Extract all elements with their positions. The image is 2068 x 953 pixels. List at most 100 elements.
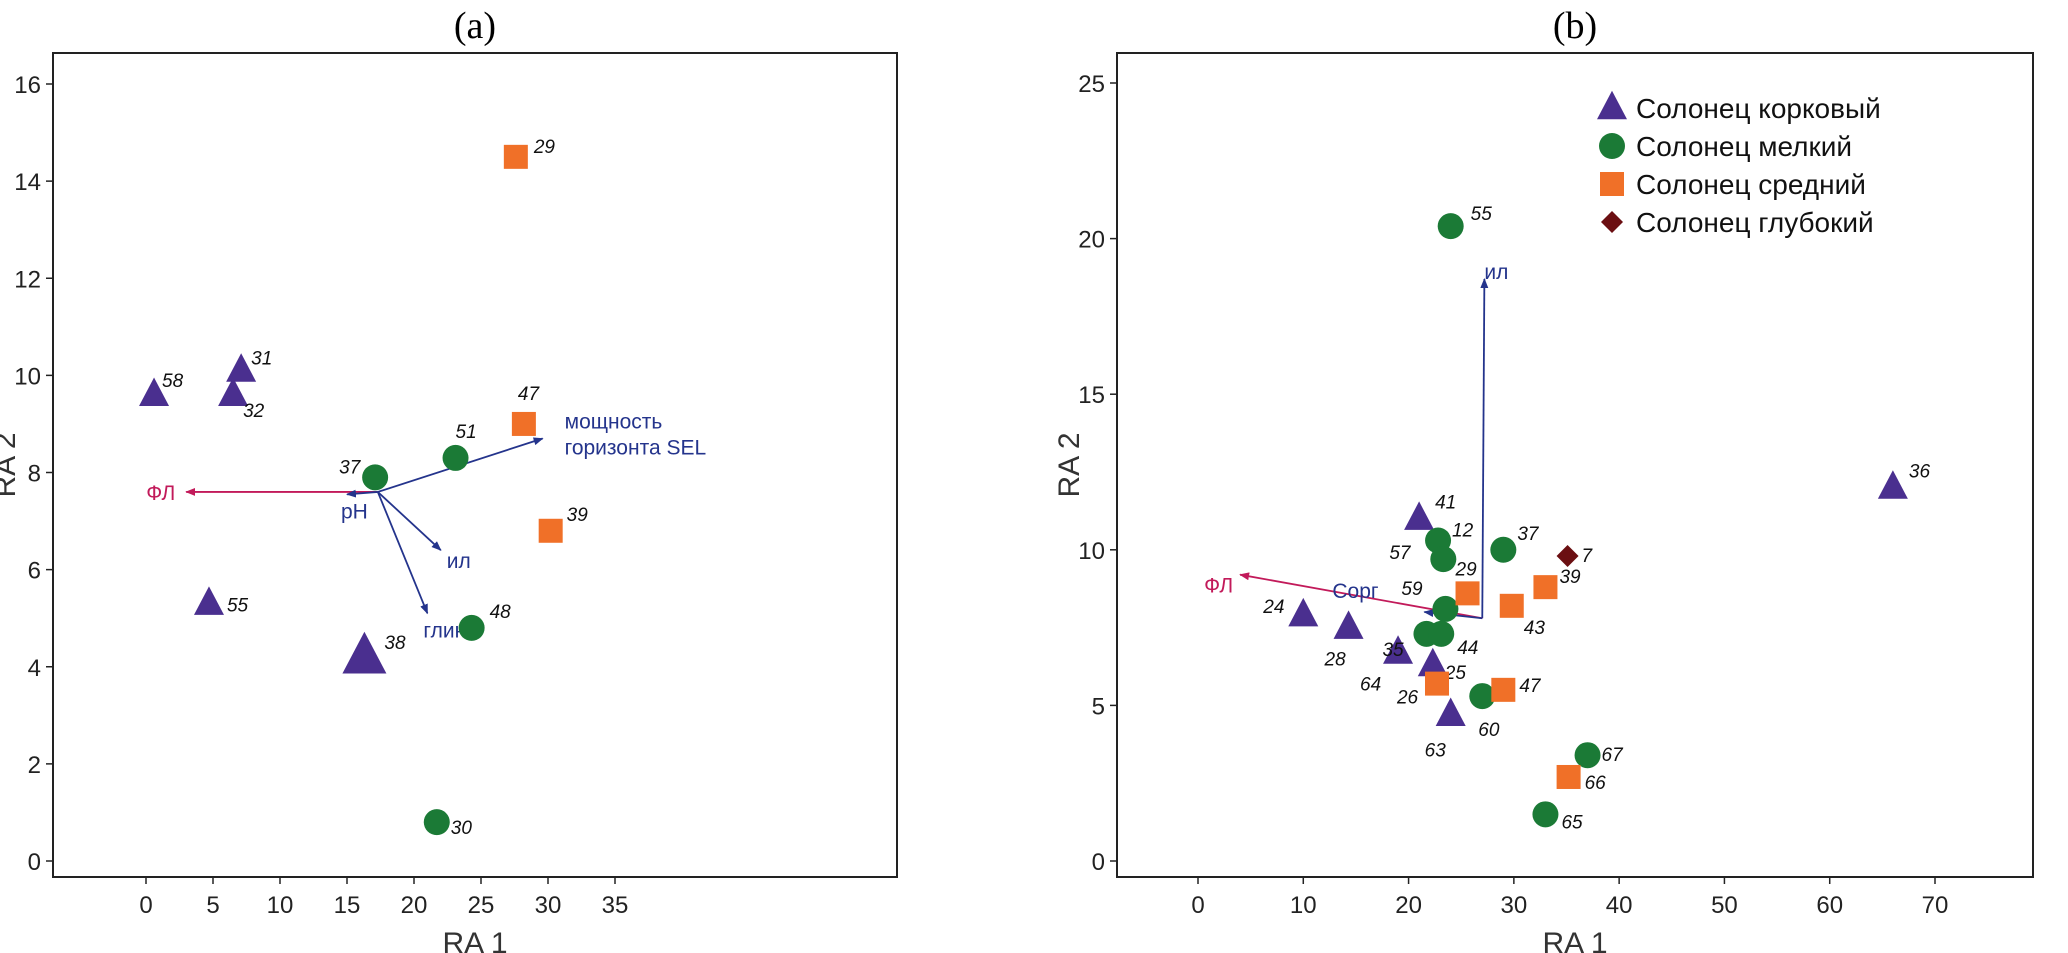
point-label: 25 — [1444, 663, 1467, 684]
vector-label: ил — [447, 550, 471, 573]
point-korkovy — [1404, 501, 1435, 530]
y-tick-label: 12 — [14, 266, 41, 293]
point-sredniy — [1533, 575, 1558, 600]
y-tick-label: 6 — [28, 558, 41, 585]
panel-b: (b) 0 10 20 30 40 50 60 70 0 5 10 15 20 25 RA 1 RA 2 ил ФЛ… — [1053, 5, 2034, 953]
y-tick-label: 10 — [1078, 538, 1105, 565]
point-label: 38 — [384, 633, 406, 654]
point-korkovy — [1383, 635, 1414, 664]
vector-label: ФЛ — [146, 482, 175, 505]
point-sredniy — [1491, 677, 1516, 702]
x-axis-label: RA 1 — [442, 927, 507, 953]
point-label: 36 — [1909, 462, 1931, 483]
point-korkovy — [139, 377, 170, 407]
point-label: 29 — [533, 137, 556, 158]
x-tick-label: 15 — [334, 892, 361, 919]
x-tick-label: 0 — [139, 892, 152, 919]
point-label: 63 — [1425, 741, 1447, 762]
panel-title: (b) — [1553, 5, 1597, 47]
panel-title: (a) — [454, 5, 496, 47]
point-label: 44 — [1457, 638, 1478, 659]
y-tick-label: 0 — [1092, 849, 1105, 876]
y-tick-label: 10 — [14, 363, 41, 390]
vector-label: pH — [341, 500, 368, 523]
vector-label-line: горизонта SEL — [565, 437, 707, 460]
point-label: 43 — [1524, 618, 1546, 639]
y-tick-label: 0 — [28, 849, 41, 876]
legend-entry: Солонец мелкий — [1636, 131, 1852, 162]
point-melkiy — [458, 614, 485, 641]
point-glubokiy — [1556, 545, 1579, 568]
vector-arrow — [1480, 278, 1489, 619]
y-axis-label: RA 2 — [1053, 432, 1086, 497]
legend-marker-glubokiy — [1601, 211, 1623, 233]
vector-arrow — [376, 491, 429, 615]
point-korkovy — [193, 586, 224, 615]
point-melkiy — [442, 444, 469, 471]
panel-a: (a) 0 5 10 15 20 25 30 35 0 2 4 6 8 10 12 14 16 RA 1 RA 2 ФЛ… — [0, 5, 898, 953]
point-label: 28 — [1324, 650, 1347, 671]
point-melkiy — [362, 464, 389, 491]
x-tick-label: 70 — [1922, 892, 1949, 919]
point-label: 31 — [251, 349, 272, 370]
x-tick-label: 30 — [535, 892, 562, 919]
point-label: 26 — [1396, 688, 1419, 709]
y-tick-label: 15 — [1078, 382, 1105, 409]
legend-marker-korkovy — [1597, 90, 1627, 120]
vector-label: мощность горизонта SEL — [565, 411, 707, 460]
point-label: 51 — [456, 422, 477, 443]
point-label: 55 — [1471, 204, 1493, 225]
point-label: 59 — [1401, 579, 1423, 600]
x-tick-label: 20 — [1395, 892, 1422, 919]
point-sredniy — [538, 518, 563, 543]
point-label: 37 — [339, 457, 362, 478]
point-label: 47 — [518, 384, 541, 405]
x-tick-label: 20 — [401, 892, 428, 919]
point-label: 67 — [1602, 745, 1625, 766]
y-tick-label: 14 — [14, 169, 41, 196]
y-tick-label: 20 — [1078, 227, 1105, 254]
x-tick-label: 40 — [1606, 892, 1633, 919]
point-label: 39 — [1559, 567, 1581, 588]
point-korkovy — [1435, 697, 1466, 726]
y-axis-label: RA 2 — [0, 432, 22, 497]
point-korkovy — [1333, 610, 1364, 639]
y-tick-label: 2 — [28, 752, 41, 779]
point-label: 12 — [1452, 520, 1474, 541]
y-tick-label: 5 — [1092, 693, 1105, 720]
point-label: 48 — [490, 602, 512, 623]
point-melkiy — [1430, 546, 1457, 573]
point-korkovy — [226, 353, 257, 382]
point-melkiy — [1574, 742, 1601, 769]
point-melkiy — [1432, 595, 1459, 622]
point-sredniy — [1556, 764, 1581, 789]
point-label: 30 — [451, 818, 473, 839]
x-axis-label: RA 1 — [1542, 927, 1607, 953]
legend-marker-melkiy — [1599, 133, 1625, 159]
x-tick-label: 25 — [468, 892, 495, 919]
point-label: 66 — [1585, 773, 1607, 794]
vector-label-line: мощность — [565, 411, 663, 434]
point-label: 29 — [1455, 559, 1478, 580]
point-label: 47 — [1519, 676, 1542, 697]
point-label: 60 — [1478, 720, 1500, 741]
x-tick-label: 60 — [1816, 892, 1843, 919]
point-melkiy — [1428, 620, 1455, 647]
point-label: 39 — [567, 505, 589, 526]
y-tick-label: 8 — [28, 461, 41, 488]
x-tick-label: 10 — [267, 892, 294, 919]
point-korkovy — [1417, 647, 1448, 677]
vector-label: ФЛ — [1204, 575, 1233, 598]
point-label: 37 — [1517, 524, 1540, 545]
vector-label: ил — [1484, 261, 1508, 284]
point-korkovy — [1288, 597, 1319, 627]
y-tick-label: 25 — [1078, 71, 1105, 98]
point-sredniy — [503, 144, 528, 169]
point-label: 41 — [1435, 493, 1456, 514]
x-tick-label: 50 — [1711, 892, 1738, 919]
point-sredniy — [1424, 671, 1449, 696]
legend-entry: Солонец корковый — [1636, 93, 1881, 124]
x-tick-label: 5 — [206, 892, 219, 919]
y-tick-label: 4 — [28, 655, 41, 682]
